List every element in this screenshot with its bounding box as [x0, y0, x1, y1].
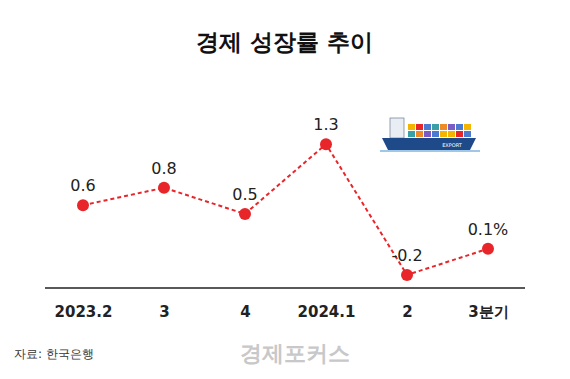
tick: 3 — [159, 288, 169, 321]
point — [158, 182, 170, 194]
container — [456, 131, 463, 137]
ship-icon: EXPORT — [380, 118, 480, 151]
point — [482, 243, 494, 255]
axis-line — [45, 287, 525, 289]
data-label: 0.6 — [70, 176, 95, 195]
tick: 3분기 — [468, 288, 508, 321]
container — [448, 131, 455, 137]
container — [448, 124, 455, 130]
point — [77, 199, 89, 211]
container — [456, 124, 463, 130]
container — [424, 131, 431, 137]
tick: 2024.1 — [298, 288, 356, 321]
container — [440, 124, 447, 130]
ship-bridge — [390, 118, 404, 138]
container — [432, 124, 439, 130]
annotation: EXPORT — [442, 142, 463, 148]
data-label: 0.5 — [232, 185, 257, 204]
tick-label: 3 — [159, 303, 169, 321]
container — [432, 131, 439, 137]
data-label: -0.2 — [391, 246, 422, 265]
container — [408, 124, 415, 130]
chart: 경제 성장률 추이 2023.2 3 4 2024.1 2 3분기 0.6 0.8 0.5 1.3 -… — [0, 0, 570, 379]
tick-label: 2023.2 — [55, 303, 113, 321]
point — [320, 138, 332, 150]
source: 자료: 한국은행 — [14, 347, 94, 361]
tick-label: 4 — [240, 303, 250, 321]
data-label: 0.8 — [151, 159, 176, 178]
plot — [77, 138, 494, 281]
tick: 4 — [240, 288, 250, 321]
container — [408, 131, 415, 137]
container — [424, 124, 431, 130]
ship-water — [380, 150, 480, 152]
point — [401, 269, 413, 281]
point — [239, 208, 251, 220]
tick-label: 2 — [402, 303, 412, 321]
data-label: 1.3 — [313, 115, 338, 134]
container — [416, 124, 423, 130]
watermark: 경제포커스 — [240, 341, 350, 366]
data-label: 0.1% — [468, 220, 509, 239]
ship-hull — [382, 138, 476, 150]
line — [83, 144, 488, 275]
x-axis: 2023.2 3 4 2024.1 2 3분기 — [45, 288, 525, 321]
tick: 2023.2 — [55, 288, 113, 321]
title: 경제 성장률 추이 — [196, 29, 373, 55]
tick-label: 2024.1 — [298, 303, 356, 321]
container — [464, 131, 471, 137]
container — [464, 124, 471, 130]
tick-label: 3분기 — [468, 303, 508, 321]
tick: 2 — [402, 288, 412, 321]
container — [416, 131, 423, 137]
container — [440, 131, 447, 137]
